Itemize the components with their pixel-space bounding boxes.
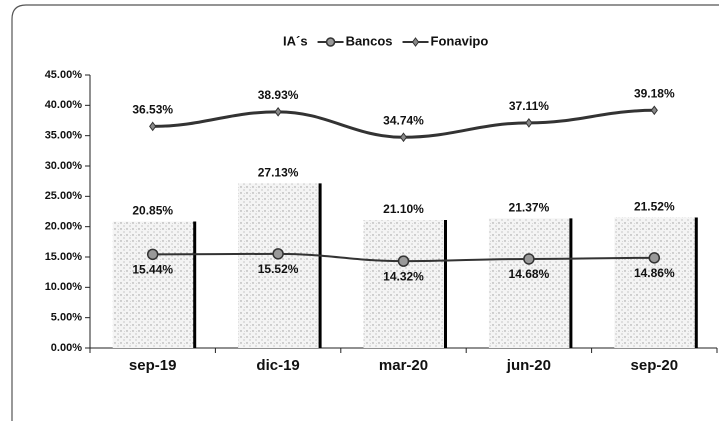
line-marker	[399, 132, 408, 143]
data-label: 20.85%	[132, 204, 173, 218]
y-tick-label: 40.00%	[45, 99, 83, 111]
y-tick-label: 25.00%	[45, 190, 83, 202]
line-marker	[648, 252, 661, 264]
x-tick-label: mar-20	[379, 357, 428, 374]
data-label: 27.13%	[258, 166, 299, 180]
x-tick-label: dic-19	[256, 357, 299, 374]
line-marker	[149, 121, 157, 132]
line-marker	[397, 255, 410, 267]
data-label: 15.44%	[132, 263, 173, 277]
x-tick-label: jun-20	[506, 357, 551, 374]
bar	[614, 217, 697, 348]
chart-frame	[11, 4, 719, 421]
data-label: 37.11%	[509, 99, 549, 113]
y-tick-label: 45.00%	[45, 69, 83, 81]
x-tick-label: sep-19	[129, 357, 177, 374]
data-label: 14.86%	[634, 266, 675, 280]
data-label: 15.52%	[258, 262, 299, 276]
data-label: 21.52%	[634, 200, 675, 214]
y-tick-label: 35.00%	[45, 130, 83, 142]
data-label: 38.93%	[258, 88, 299, 102]
line-marker	[146, 248, 159, 261]
line-marker	[523, 253, 535, 265]
data-label: 21.37%	[509, 201, 550, 215]
y-tick-label: 15.00%	[45, 251, 83, 263]
y-tick-label: 10.00%	[45, 281, 83, 293]
data-label: 21.10%	[383, 202, 424, 216]
data-label: 36.53%	[132, 103, 173, 117]
y-tick-label: 20.00%	[45, 221, 83, 233]
data-label: 39.18%	[634, 86, 675, 100]
legend-marker	[325, 37, 336, 47]
data-label: 14.32%	[383, 269, 424, 283]
line-marker	[272, 248, 284, 260]
line-marker	[650, 105, 658, 116]
bar	[363, 219, 446, 348]
data-label: 14.68%	[509, 267, 550, 281]
y-tick-label: 30.00%	[45, 160, 83, 172]
bar	[238, 183, 321, 348]
bar	[112, 221, 195, 348]
line-marker	[274, 106, 282, 117]
bar	[488, 218, 571, 348]
legend-label: IA´s	[283, 33, 308, 48]
line-marker	[525, 118, 533, 128]
legend-label: Fonavipo	[431, 33, 489, 48]
x-tick-label: sep-20	[631, 357, 679, 374]
data-label: 34.74%	[383, 113, 424, 127]
y-tick-label: 0.00%	[51, 342, 82, 354]
legend-marker	[411, 37, 420, 47]
legend-label: Bancos	[346, 33, 393, 48]
y-tick-label: 5.00%	[51, 312, 82, 324]
